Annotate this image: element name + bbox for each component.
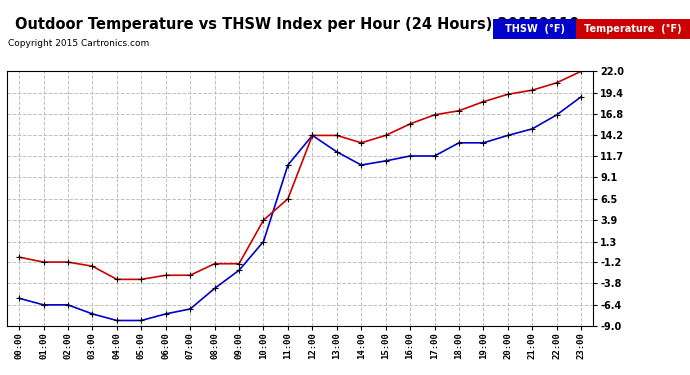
Text: Outdoor Temperature vs THSW Index per Hour (24 Hours) 20150110: Outdoor Temperature vs THSW Index per Ho… <box>14 17 579 32</box>
Text: Temperature  (°F): Temperature (°F) <box>584 24 682 34</box>
Text: THSW  (°F): THSW (°F) <box>505 24 564 34</box>
Text: Copyright 2015 Cartronics.com: Copyright 2015 Cartronics.com <box>8 39 150 48</box>
